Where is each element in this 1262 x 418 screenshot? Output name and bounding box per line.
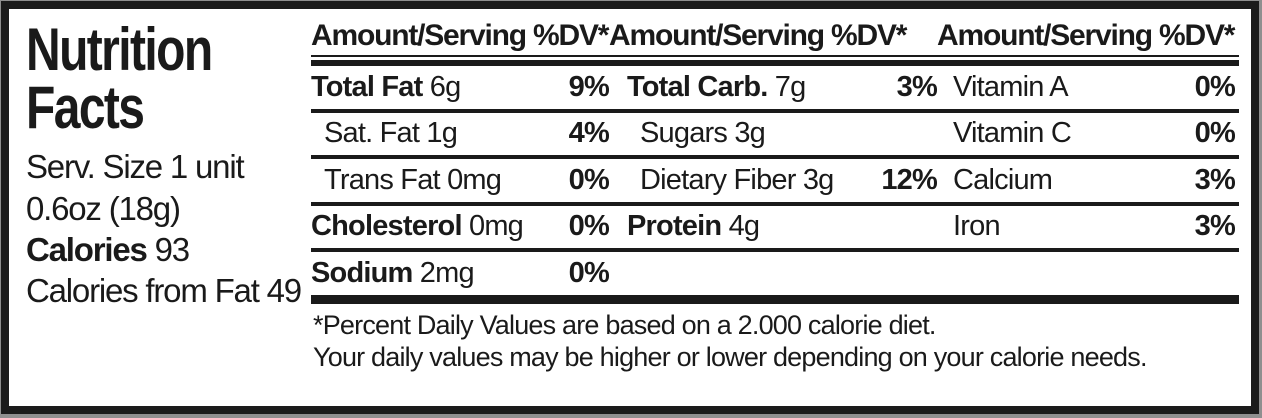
nutrient-row: Cholesterol 0mg 0% Protein 4g Iron 3% bbox=[311, 206, 1239, 252]
nutrient-cell: Sugars 3g bbox=[609, 117, 859, 150]
calories-from-fat: Calories from Fat 49 bbox=[26, 270, 303, 311]
calories-from-fat-value: 49 bbox=[266, 272, 303, 310]
header-amount-serving: Amount/Serving bbox=[311, 19, 527, 52]
nutrient-dv: 3% bbox=[896, 70, 938, 103]
nutrient-dv: 0% bbox=[1194, 117, 1236, 150]
nutrient-name: Sat. Fat bbox=[324, 117, 420, 150]
title-line-2: Facts bbox=[26, 74, 145, 142]
nutrient-dv: 12% bbox=[881, 163, 937, 196]
nutrient-cell: Trans Fat 0mg bbox=[311, 164, 531, 197]
nutrient-amount: 0mg bbox=[461, 210, 524, 243]
nutrient-name: Calcium bbox=[953, 163, 1053, 196]
nutrient-amount: 1g bbox=[419, 117, 458, 150]
header-group-3: Amount/Serving %DV* bbox=[937, 19, 1235, 53]
nutrient-amount: 3g bbox=[727, 117, 766, 150]
nutrient-dv: 0% bbox=[568, 163, 610, 196]
nutrient-table: Amount/Serving %DV* Amount/Serving %DV* … bbox=[301, 9, 1251, 406]
header-group-2: Amount/Serving %DV* bbox=[609, 19, 937, 53]
header-amount-serving: Amount/Serving bbox=[609, 19, 825, 52]
nutrient-name: Sugars bbox=[640, 117, 728, 150]
nutrient-amount: 2mg bbox=[412, 256, 475, 289]
header-heavy-rule bbox=[311, 60, 1239, 66]
header-amount-serving: Amount/Serving bbox=[937, 19, 1153, 52]
nutrient-row: Trans Fat 0mg 0% Dietary Fiber 3g 12% Calciu… bbox=[311, 159, 1239, 206]
nutrient-cell: Vitamin C bbox=[937, 117, 1175, 150]
nutrient-dv: 4% bbox=[568, 117, 610, 150]
calories: Calories 93 bbox=[26, 229, 301, 270]
header-dv: %DV* bbox=[831, 19, 907, 52]
nutrient-name: Total Fat bbox=[311, 70, 423, 103]
nutrient-row: Sat. Fat 1g 4% Sugars 3g Vitamin C 0% bbox=[311, 113, 1239, 159]
nutrient-name: Sodium bbox=[311, 256, 413, 289]
nutrient-cell: Iron bbox=[937, 210, 1175, 243]
calories-from-fat-label: Calories from Fat bbox=[26, 272, 260, 310]
footnote-line-2: Your daily values may be higher or lower… bbox=[313, 342, 1147, 373]
nutrient-amount: 4g bbox=[721, 210, 760, 243]
nutrient-cell: Total Carb. 7g bbox=[609, 71, 859, 104]
nutrient-dv: 0% bbox=[568, 256, 610, 289]
nutrient-cell: Total Fat 6g bbox=[311, 71, 531, 104]
nutrient-name: Trans Fat bbox=[324, 163, 441, 196]
table-header-row: Amount/Serving %DV* Amount/Serving %DV* … bbox=[311, 17, 1239, 53]
header-dv: %DV* bbox=[1159, 19, 1235, 52]
footnote-line-1: *Percent Daily Values are based on a 2.0… bbox=[313, 309, 936, 340]
calories-value: 93 bbox=[154, 230, 191, 268]
nutrient-dv: 9% bbox=[568, 70, 610, 103]
nutrient-cell: Cholesterol 0mg bbox=[311, 210, 531, 243]
nutrient-dv: 0% bbox=[568, 210, 610, 243]
table-bottom-rule bbox=[311, 294, 1239, 304]
nutrient-cell: Sodium 2mg bbox=[311, 257, 531, 290]
nutrient-cell: Calcium bbox=[937, 164, 1175, 197]
serving-size: Serv. Size 1 unit 0.6oz (18g) bbox=[26, 146, 301, 229]
label-left-panel: Nutrition Facts Serv. Size 1 unit 0.6oz … bbox=[9, 9, 303, 406]
header-group-1: Amount/Serving %DV* bbox=[311, 19, 609, 53]
nutrient-dv: 3% bbox=[1194, 210, 1236, 243]
nutrient-amount: 3g bbox=[795, 163, 834, 196]
nutrient-name: Vitamin A bbox=[953, 70, 1069, 103]
nutrient-amount: 6g bbox=[422, 70, 461, 103]
header-dv: %DV* bbox=[533, 19, 609, 52]
nutrient-name: Dietary Fiber bbox=[640, 163, 796, 196]
nutrient-name: Total Carb. bbox=[627, 70, 768, 103]
daily-values-footnote: *Percent Daily Values are based on a 2.0… bbox=[311, 304, 1239, 375]
nutrient-cell: Dietary Fiber 3g bbox=[609, 164, 859, 197]
serving-size-line-1: Serv. Size 1 unit bbox=[26, 148, 245, 186]
header-thin-rule bbox=[311, 55, 1239, 57]
label-title: Nutrition Facts bbox=[26, 16, 303, 142]
nutrient-amount: 0mg bbox=[439, 163, 502, 196]
nutrient-cell: Sat. Fat 1g bbox=[311, 117, 531, 150]
nutrient-cell: Vitamin A bbox=[937, 71, 1175, 104]
nutrient-name: Protein bbox=[627, 210, 722, 243]
nutrient-name: Cholesterol bbox=[311, 210, 463, 243]
nutrient-dv: 3% bbox=[1194, 163, 1236, 196]
nutrient-dv: 0% bbox=[1194, 70, 1236, 103]
nutrient-name: Vitamin C bbox=[953, 117, 1072, 150]
nutrient-name: Iron bbox=[953, 210, 1001, 243]
calories-label: Calories bbox=[26, 230, 148, 268]
serving-size-line-2: 0.6oz (18g) bbox=[26, 189, 181, 227]
nutrient-row: Sodium 2mg 0% bbox=[311, 252, 1239, 299]
nutrient-amount: 7g bbox=[767, 70, 806, 103]
nutrient-cell: Protein 4g bbox=[609, 210, 859, 243]
title-line-1: Nutrition bbox=[26, 16, 213, 83]
